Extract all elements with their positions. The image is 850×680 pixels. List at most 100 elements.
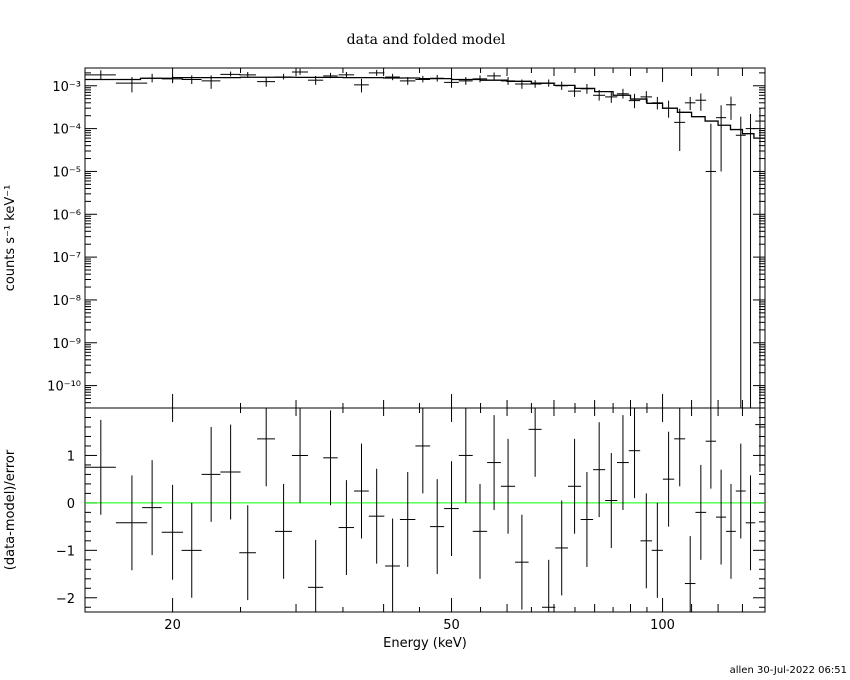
data-point (652, 97, 663, 110)
residual-point (385, 519, 400, 612)
residual-point (501, 439, 515, 534)
residual-data-points (85, 408, 765, 612)
y-tick-label: −2 (56, 592, 75, 607)
upper-panel-frame (85, 68, 765, 408)
footer-stamp: allen 30-Jul-2022 06:51 (730, 665, 847, 676)
data-point (415, 76, 430, 82)
lower-axis-ticks (85, 408, 765, 612)
residual-point (746, 475, 756, 570)
data-point (220, 72, 240, 77)
residual-point (182, 503, 202, 598)
y-tick-label: 10⁻⁷ (52, 251, 81, 266)
data-point (257, 77, 275, 87)
data-point (685, 97, 696, 110)
residual-point (695, 465, 706, 560)
upper-data-points (85, 69, 765, 408)
residual-point (542, 560, 555, 612)
data-point (542, 80, 555, 87)
residual-point (568, 439, 581, 534)
data-point (617, 89, 629, 99)
x-tick-label: 50 (443, 618, 460, 633)
data-point (755, 108, 764, 408)
x-tick-label: 100 (650, 618, 675, 633)
residual-point (85, 420, 116, 515)
data-point (85, 70, 116, 79)
residual-point (652, 503, 663, 598)
residual-point (142, 460, 162, 555)
y-tick-label: −1 (56, 544, 75, 559)
x-tick-label: 20 (164, 618, 181, 633)
upper-y-tick-labels: 10⁻³ 10⁻⁴ 10⁻⁵ 10⁻⁶ 10⁻⁷ 10⁻⁸ 10⁻⁹ 10⁻¹⁰ (47, 80, 81, 395)
y-tick-label: 10⁻⁶ (52, 208, 81, 223)
data-point (459, 77, 473, 85)
data-point (292, 69, 308, 75)
data-point (275, 74, 292, 80)
data-point (182, 75, 202, 84)
y-tick-label: 10⁻³ (52, 80, 81, 95)
residual-point (292, 408, 308, 503)
residual-point (257, 408, 275, 486)
residual-point (220, 425, 240, 520)
data-point (487, 72, 501, 79)
data-point (430, 75, 444, 82)
residual-point (487, 415, 501, 510)
residual-point (339, 480, 354, 575)
y-tick-label: 10⁻⁴ (52, 123, 81, 138)
y-tick-label: 1 (67, 449, 75, 464)
residual-point (726, 484, 736, 579)
data-point (640, 91, 652, 103)
data-point (706, 124, 716, 408)
y-tick-label: 10⁻⁸ (52, 294, 81, 309)
data-point (581, 84, 593, 94)
data-point (663, 101, 674, 118)
y-tick-label: 10⁻¹⁰ (47, 380, 81, 395)
x-tick-labels: 20 50 100 (164, 618, 675, 633)
residual-point (529, 408, 542, 477)
data-point (473, 75, 487, 82)
lower-y-tick-labels: −2 −1 0 1 (56, 449, 75, 606)
residual-point (663, 432, 674, 527)
data-point (385, 74, 400, 80)
residual-point (640, 493, 652, 588)
residual-point (555, 501, 568, 596)
data-point (354, 79, 369, 93)
chart-title: data and folded model (347, 32, 506, 48)
data-point (501, 77, 515, 85)
residual-point (617, 415, 629, 510)
residual-point (202, 427, 221, 522)
y-tick-label: 0 (67, 497, 75, 512)
residual-point (706, 408, 716, 489)
residual-point (323, 410, 338, 505)
residual-point (415, 408, 430, 493)
data-point (746, 114, 756, 408)
data-point (162, 75, 183, 83)
residual-point (459, 408, 473, 503)
y-tick-label: 10⁻⁵ (52, 165, 81, 180)
data-point (716, 105, 726, 171)
residual-point (674, 408, 685, 486)
data-point (568, 86, 581, 97)
residual-point (581, 472, 593, 567)
residual-point (369, 469, 385, 564)
data-point (369, 70, 385, 76)
residual-point (162, 485, 183, 580)
residual-point (308, 540, 323, 612)
residual-point (275, 484, 292, 579)
residual-point (116, 475, 147, 570)
residual-point (629, 408, 640, 498)
residual-point (605, 453, 617, 548)
residual-point (400, 472, 415, 567)
data-point (695, 94, 706, 111)
data-point (142, 74, 162, 83)
residual-point (354, 444, 369, 539)
data-point (736, 117, 746, 408)
x-axis-label: Energy (keV) (383, 636, 467, 651)
residual-point (444, 461, 459, 556)
data-point (605, 91, 617, 103)
y-tick-label: 10⁻⁹ (52, 337, 81, 352)
data-point (339, 72, 354, 77)
residual-point (515, 515, 529, 610)
data-point (555, 82, 568, 90)
residual-point (716, 470, 726, 565)
